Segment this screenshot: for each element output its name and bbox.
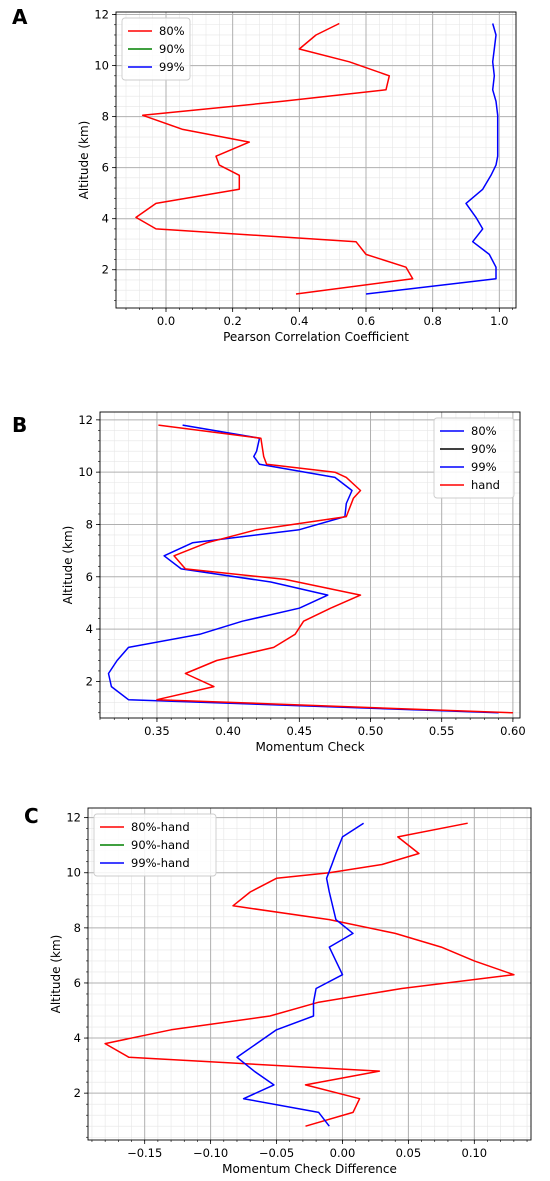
legend: 80%-hand 90%-hand 99%-hand — [93, 813, 217, 877]
legend-label: 99% — [471, 460, 497, 474]
series-line-99- — [365, 23, 499, 295]
chart-panel-a: A 0.0 0.2 0.4 0.6 0.8 1.0 2 4 6 8 10 12 Pearson Corre… — [12, 5, 517, 344]
x-tick-label: 0.35 — [144, 724, 170, 738]
y-axis-label: Altitude (km) — [77, 121, 91, 200]
y-tick-label: 12 — [94, 8, 109, 22]
series-line-80-hand — [104, 822, 515, 1127]
legend-label: 90%-hand — [131, 838, 190, 852]
legend-box — [121, 17, 191, 81]
y-tick-label: 4 — [86, 622, 93, 636]
x-tick-label: 0.00 — [330, 1146, 356, 1160]
y-tick-label: 8 — [102, 110, 109, 124]
legend: 80% 90% 99% hand — [433, 417, 515, 499]
y-tick-label: 4 — [74, 1031, 81, 1045]
y-tick-label: 2 — [86, 674, 93, 688]
chart-panel-b: B 0.35 0.40 0.45 0.50 0.55 0.60 2 4 6 8 10 12 Momentu… — [12, 411, 526, 754]
x-tick-label: 0.50 — [358, 724, 384, 738]
y-axis-label: Altitude (km) — [61, 526, 75, 605]
series-line-99-hand — [236, 822, 365, 1127]
x-tick-label: 0.6 — [357, 314, 375, 328]
x-tick-label: 0.8 — [424, 314, 442, 328]
series-line-80- — [107, 424, 499, 714]
x-tick-label: 0.05 — [396, 1146, 422, 1160]
plot-frame — [87, 807, 532, 1141]
plot-frame — [99, 411, 521, 719]
legend-box — [93, 813, 217, 877]
x-axis-label: Pearson Correlation Coefficient — [223, 330, 409, 344]
x-tick-label: 0.0 — [157, 314, 175, 328]
legend-label: 90% — [471, 442, 497, 456]
x-tick-label: 0.4 — [290, 314, 308, 328]
y-tick-label: 12 — [78, 413, 93, 427]
legend-label: 80%-hand — [131, 820, 190, 834]
y-tick-label: 4 — [102, 212, 109, 226]
x-tick-label: 0.60 — [500, 724, 526, 738]
y-tick-label: 10 — [94, 59, 109, 73]
legend-label: 99%-hand — [131, 856, 190, 870]
x-tick-label: 0.2 — [224, 314, 242, 328]
legend-label: 90% — [159, 42, 185, 56]
legend-box — [433, 417, 515, 499]
legend-label: 80% — [159, 24, 185, 38]
x-tick-label: 0.45 — [287, 724, 313, 738]
y-tick-label: 12 — [66, 811, 81, 825]
legend: 80% 90% 99% — [121, 17, 191, 81]
y-tick-label: 6 — [74, 976, 81, 990]
x-tick-label: −0.15 — [127, 1146, 162, 1160]
legend-label: 80% — [471, 424, 497, 438]
panel-letter: C — [24, 804, 39, 828]
x-axis-label: Momentum Check Difference — [222, 1162, 397, 1176]
panel-letter: A — [12, 5, 28, 29]
x-tick-label: 0.40 — [215, 724, 241, 738]
chart-panel-c: C −0.15 −0.10 −0.05 0.00 0.05 0.10 2 4 6 8 10 12 Mome… — [24, 804, 532, 1176]
y-tick-label: 8 — [74, 921, 81, 935]
y-tick-label: 10 — [66, 866, 81, 880]
series-line-80- — [135, 22, 414, 295]
y-tick-label: 10 — [78, 465, 93, 479]
x-tick-label: 1.0 — [490, 314, 508, 328]
x-tick-label: 0.55 — [429, 724, 455, 738]
y-tick-label: 8 — [86, 517, 93, 531]
x-tick-label: −0.10 — [193, 1146, 228, 1160]
y-tick-label: 6 — [102, 161, 109, 175]
x-axis-label: Momentum Check — [255, 740, 364, 754]
y-tick-label: 2 — [102, 263, 109, 277]
y-tick-label: 6 — [86, 570, 93, 584]
panel-letter: B — [12, 413, 27, 437]
x-tick-label: 0.10 — [462, 1146, 488, 1160]
y-tick-label: 2 — [74, 1086, 81, 1100]
plot-frame — [115, 11, 517, 309]
legend-label: hand — [471, 478, 500, 492]
y-axis-label: Altitude (km) — [49, 935, 63, 1014]
series-line-hand — [156, 424, 513, 714]
legend-label: 99% — [159, 60, 185, 74]
x-tick-label: −0.05 — [259, 1146, 294, 1160]
